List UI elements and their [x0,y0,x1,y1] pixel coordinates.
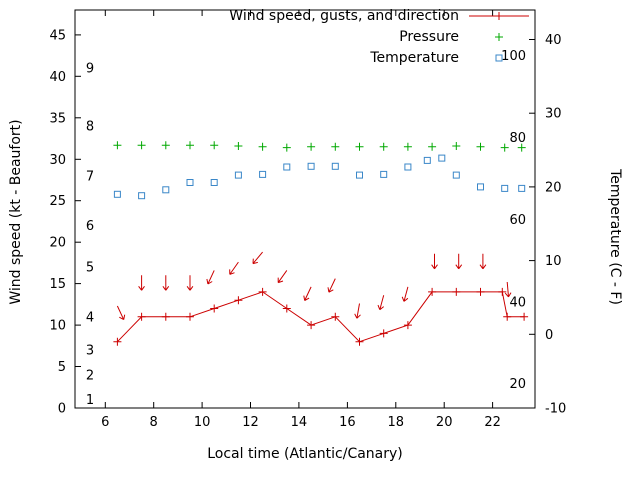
beaufort-scale-labels: 1 2 3 4 5 6 7 8 9 [86,62,94,409]
svg-text:8: 8 [86,120,94,135]
y-axis-temp-ticks: -10 0 10 20 30 40 [529,33,566,417]
fahrenheit-scale-labels: 20 40 60 80 100 [501,49,526,392]
legend-row-wind: Wind speed, gusts, and direction [229,5,530,26]
series-temperature [113,154,526,200]
svg-text:16: 16 [339,415,356,430]
legend-label-wind: Wind speed, gusts, and direction [229,7,459,24]
legend-label-temperature: Temperature [370,49,459,66]
legend-sample-wind-icon [469,11,529,20]
svg-text:10: 10 [49,319,66,334]
svg-text:20: 20 [509,377,526,392]
svg-text:40: 40 [509,295,526,310]
series-wind [113,287,529,346]
svg-text:40: 40 [49,70,66,85]
svg-text:0: 0 [58,402,66,417]
legend: Wind speed, gusts, and direction Pressur… [229,5,530,68]
y-axis-label-temperature: Temperature (C - F) [607,169,623,305]
svg-text:60: 60 [509,213,526,228]
svg-text:25: 25 [49,194,66,209]
svg-text:45: 45 [49,28,66,43]
svg-text:5: 5 [58,360,66,375]
series-pressure [113,141,526,152]
svg-text:6: 6 [86,219,94,234]
svg-text:9: 9 [86,62,94,77]
svg-text:-10: -10 [545,402,566,417]
svg-text:8: 8 [150,415,158,430]
svg-text:5: 5 [86,261,94,276]
svg-text:22: 22 [484,415,501,430]
svg-text:20: 20 [545,180,562,195]
legend-sample-temperature-icon [495,54,503,61]
x-axis-label: Local time (Atlantic/Canary) [207,446,403,462]
wind-direction-arrows [116,251,512,321]
plot-border [74,9,536,409]
svg-text:40: 40 [545,33,562,48]
svg-text:1: 1 [86,393,94,408]
legend-row-temperature: Temperature [229,47,530,68]
legend-label-pressure: Pressure [399,28,459,45]
svg-text:0: 0 [545,328,553,343]
svg-text:3: 3 [86,344,94,359]
legend-row-pressure: Pressure [229,26,530,47]
y-axis-wind-ticks: 0 5 10 15 20 25 30 35 40 45 [49,28,81,417]
svg-text:18: 18 [388,415,405,430]
svg-text:10: 10 [194,415,211,430]
svg-text:20: 20 [436,415,453,430]
svg-text:2: 2 [86,368,94,383]
svg-text:10: 10 [545,254,562,269]
svg-text:30: 30 [49,153,66,168]
legend-sample-pressure-icon [495,32,503,41]
svg-text:4: 4 [86,310,94,325]
svg-text:6: 6 [101,415,109,430]
svg-text:7: 7 [86,169,94,184]
svg-text:100: 100 [501,49,526,64]
svg-text:15: 15 [49,277,66,292]
svg-text:14: 14 [291,415,308,430]
svg-text:20: 20 [49,236,66,251]
svg-text:30: 30 [545,107,562,122]
y-axis-label-wind: Wind speed (kt - Beaufort) [8,119,24,305]
x-axis-ticks: 6 8 10 12 14 16 18 20 22 [101,10,501,430]
svg-text:80: 80 [509,131,526,146]
svg-text:12: 12 [242,415,259,430]
svg-text:35: 35 [49,111,66,126]
